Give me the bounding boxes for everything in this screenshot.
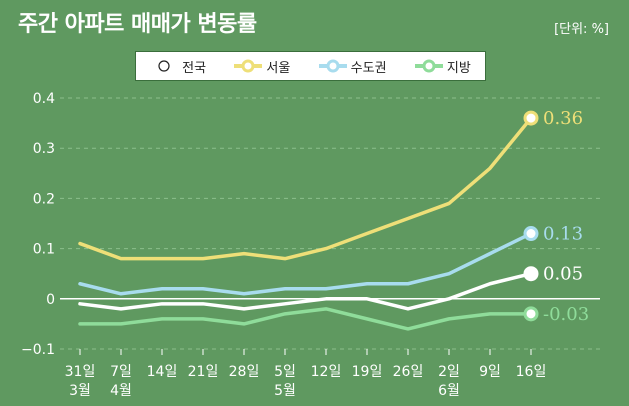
series-end-label-2: 0.13 xyxy=(543,224,583,245)
x-tick-label: 12일 xyxy=(311,364,342,380)
x-tick-label: 4월 xyxy=(110,383,132,399)
legend-item-national: 전국 xyxy=(150,57,206,76)
x-tick-label: 6월 xyxy=(438,383,460,399)
legend-label-seoul: 서울 xyxy=(266,60,291,76)
legend-item-seoul: 서울 xyxy=(234,57,290,76)
series-end-point-0 xyxy=(523,266,539,282)
series-end-label-1: 0.36 xyxy=(543,108,583,129)
x-tick-label: 31일 xyxy=(65,364,96,380)
legend-label-capital: 수도권 xyxy=(350,60,387,76)
x-tick-label: 19일 xyxy=(352,364,383,380)
x-tick-label: 5월 xyxy=(274,383,296,399)
y-tick-label: 0.4 xyxy=(33,91,55,107)
x-tick-label: 2일 xyxy=(438,364,460,380)
x-tick-label: 21일 xyxy=(188,364,219,380)
legend-label-regional: 지방 xyxy=(446,60,471,76)
y-tick-label: 0 xyxy=(46,292,55,308)
x-tick-label: 28일 xyxy=(229,364,260,380)
chart-title: 주간 아파트 매매가 변동률 xyxy=(18,12,257,37)
legend-marker-national-icon xyxy=(150,60,179,72)
y-tick-label: 0.1 xyxy=(33,242,55,258)
y-tick-label: 0.3 xyxy=(33,141,55,157)
series-line-2 xyxy=(78,231,533,296)
legend-item-regional: 지방 xyxy=(414,57,471,76)
x-tick-label: 16일 xyxy=(516,364,547,380)
unit-label: [단위: %] xyxy=(554,22,609,37)
series-line-3 xyxy=(78,307,533,331)
y-tick-label: 0.2 xyxy=(33,191,55,207)
legend-marker-regional-icon xyxy=(414,59,443,73)
series-line-0 xyxy=(78,271,533,311)
legend-label-national: 전국 xyxy=(182,60,207,76)
series-end-point-3 xyxy=(523,306,539,322)
chart-legend: 전국 서울 수도권 지방 xyxy=(135,51,486,81)
legend-item-capital: 수도권 xyxy=(318,57,387,76)
x-tick-label: 7일 xyxy=(110,364,132,380)
legend-marker-capital-icon xyxy=(318,59,347,73)
series-end-point-2 xyxy=(523,226,539,242)
x-tick-label: 3월 xyxy=(69,383,91,399)
y-tick-label: −0.1 xyxy=(21,342,55,358)
series-line-1 xyxy=(78,116,533,261)
x-tick-label: 14일 xyxy=(147,364,178,380)
series-end-label-0: 0.05 xyxy=(543,264,583,285)
x-tick-label: 26일 xyxy=(393,364,424,380)
x-tick-label: 5일 xyxy=(274,364,296,380)
series-end-label-3: -0.03 xyxy=(543,304,589,325)
x-tick-label: 9일 xyxy=(479,364,501,380)
legend-marker-seoul-icon xyxy=(234,59,263,73)
series-end-point-1 xyxy=(523,110,539,126)
